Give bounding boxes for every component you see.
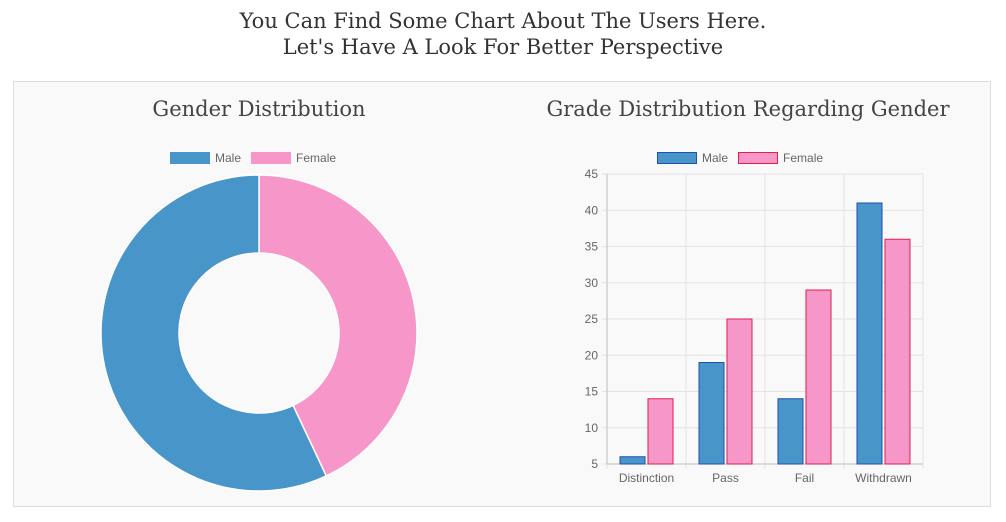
donut-chart: [100, 174, 418, 492]
y-tick-label: 45: [585, 167, 599, 181]
x-tick-label: Withdrawn: [855, 471, 912, 485]
male-swatch: [170, 152, 210, 164]
y-tick-label: 20: [585, 348, 599, 362]
bar-chart-title: Grade Distribution Regarding Gender: [546, 97, 950, 121]
y-tick-label: 15: [585, 385, 599, 399]
bar-female-fail[interactable]: [805, 289, 832, 465]
bar-male-pass[interactable]: [698, 362, 725, 465]
bar-female-distinction[interactable]: [647, 398, 674, 465]
bar-female-pass[interactable]: [726, 318, 753, 465]
bar-male-distinction[interactable]: [619, 456, 646, 465]
bar-legend: Male Female: [657, 151, 823, 165]
bar-legend-label-female: Female: [783, 151, 824, 165]
donut-slice-female[interactable]: [258, 174, 418, 477]
donut-legend-item-male[interactable]: Male: [170, 151, 241, 165]
heading-line-2: Let's Have A Look For Better Perspective: [282, 35, 724, 59]
y-tick-label: 30: [585, 276, 599, 290]
y-tick-label: 25: [585, 312, 599, 326]
donut-slice-male[interactable]: [100, 174, 328, 492]
heading-line-1: You Can Find Some Chart About The Users …: [239, 9, 767, 33]
bar-legend-label-male: Male: [702, 151, 729, 165]
bar-legend-item-female[interactable]: Female: [738, 151, 823, 165]
female-swatch: [251, 152, 292, 164]
bar-male-fail[interactable]: [777, 398, 804, 465]
female-swatch: [738, 152, 779, 164]
donut-legend-label-male: Male: [215, 151, 242, 165]
bar-male-withdrawn[interactable]: [856, 202, 883, 465]
male-swatch: [657, 152, 697, 164]
charts-panel: Gender Distribution Grade Distribution R…: [13, 81, 991, 507]
x-tick-label: Pass: [712, 471, 739, 485]
y-tick-label: 5: [591, 457, 598, 471]
donut-legend-label-female: Female: [296, 151, 337, 165]
x-tick-label: Distinction: [619, 471, 674, 485]
bar-female-withdrawn[interactable]: [884, 238, 911, 465]
page-heading: You Can Find Some Chart About The Users …: [0, 8, 1006, 60]
donut-legend-item-female[interactable]: Female: [251, 151, 336, 165]
y-tick-label: 40: [585, 203, 599, 217]
donut-chart-title: Gender Distribution: [152, 97, 366, 121]
bar-chart: 5 10 15 20 25 30 35 40 45 Distinction Pass Fail With…: [585, 167, 924, 485]
donut-legend: Male Female: [170, 151, 336, 165]
bar-legend-item-male[interactable]: Male: [657, 151, 728, 165]
y-tick-label: 35: [585, 240, 599, 254]
y-tick-label: 10: [585, 421, 599, 435]
x-tick-label: Fail: [795, 471, 814, 485]
